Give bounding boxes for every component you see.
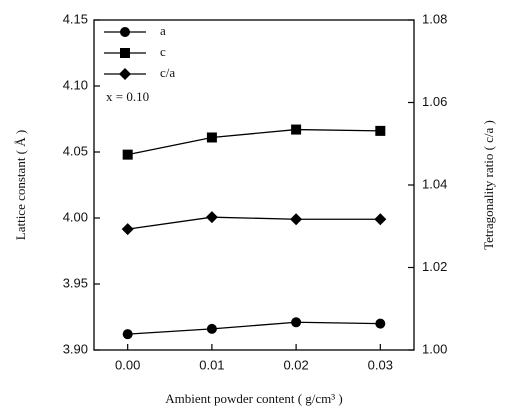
legend-label: c: [160, 44, 166, 59]
data-point: [291, 317, 302, 328]
y2-tick-label: 1.02: [422, 259, 447, 274]
legend-label: a: [160, 23, 166, 38]
y2-tick-label: 1.08: [422, 11, 447, 26]
y-tick-label: 4.05: [63, 143, 88, 158]
series-line: [127, 216, 381, 230]
data-point: [291, 124, 302, 135]
data-point: [206, 132, 217, 143]
series-line: [127, 321, 381, 335]
x-tick-label: 0.02: [283, 357, 308, 372]
data-point: [374, 213, 387, 226]
y-tick-label: 3.90: [63, 341, 88, 356]
data-point: [121, 223, 134, 236]
data-point: [122, 149, 133, 160]
x-axis-label: Ambient powder content ( g/cm³ ): [165, 391, 343, 406]
y2-tick-label: 1.04: [422, 176, 447, 191]
data-point: [375, 125, 386, 136]
legend-marker: [119, 68, 131, 80]
data-point: [205, 211, 218, 224]
y2-tick-label: 1.06: [422, 94, 447, 109]
y-tick-label: 4.15: [63, 11, 88, 26]
series-line: [127, 128, 381, 156]
data-point: [290, 213, 303, 226]
plot-frame: [93, 19, 415, 351]
x-tick-label: 0.00: [115, 357, 140, 372]
y-tick-label: 3.95: [63, 275, 88, 290]
y-tick-label: 4.10: [63, 77, 88, 92]
legend-label: c/a: [160, 65, 175, 80]
data-point: [375, 318, 386, 329]
y2-tick-label: 1.00: [422, 341, 447, 356]
y-axis-label: Lattice constant ( Å ): [13, 130, 28, 240]
y-tick-label: 4.00: [63, 209, 88, 224]
x-tick-label: 0.01: [199, 357, 224, 372]
annotation: x = 0.10: [106, 89, 149, 104]
x-tick-label: 0.03: [368, 357, 393, 372]
legend-marker: [120, 27, 130, 37]
legend-marker: [120, 48, 130, 58]
y2-axis-label: Tetragonality ratio ( c/a ): [481, 120, 496, 250]
data-point: [206, 323, 217, 334]
data-point: [122, 329, 133, 340]
